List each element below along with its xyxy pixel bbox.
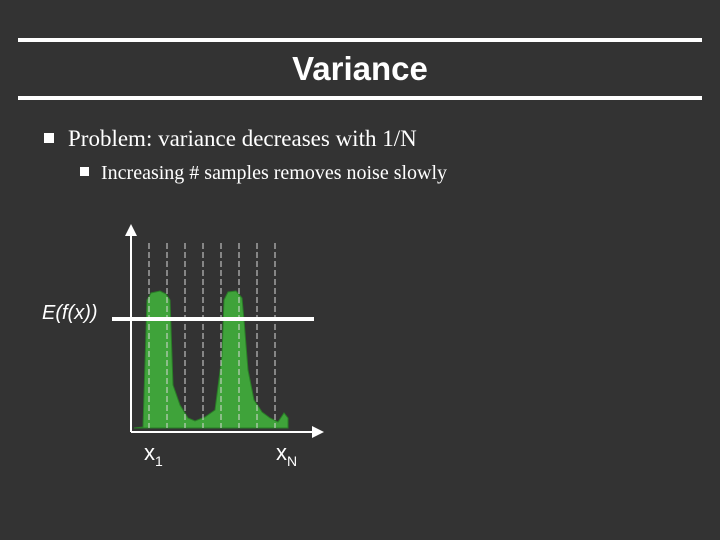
sub-bullet-item: Increasing # samples removes noise slowl… [80,162,447,185]
title-bottom-rule [18,96,702,100]
xn-label: xN [276,440,298,469]
square-bullet-icon [80,167,89,176]
bullet-text: Problem: variance decreases with 1/N [68,126,417,151]
expectation-label: E(f(x)) [42,302,98,324]
sub-bullet-text: Increasing # samples removes noise slowl… [101,162,448,184]
bullet-item: Problem: variance decreases with 1/N [44,126,417,152]
title-top-rule [18,38,702,42]
y-axis-arrow-icon [125,224,137,236]
slide-title: Variance [292,50,428,87]
x1-label: x1 [144,440,163,469]
function-curve [133,290,289,429]
x-axis-arrow-icon [312,426,324,438]
square-bullet-icon [44,133,54,143]
sample-lines [148,243,276,428]
